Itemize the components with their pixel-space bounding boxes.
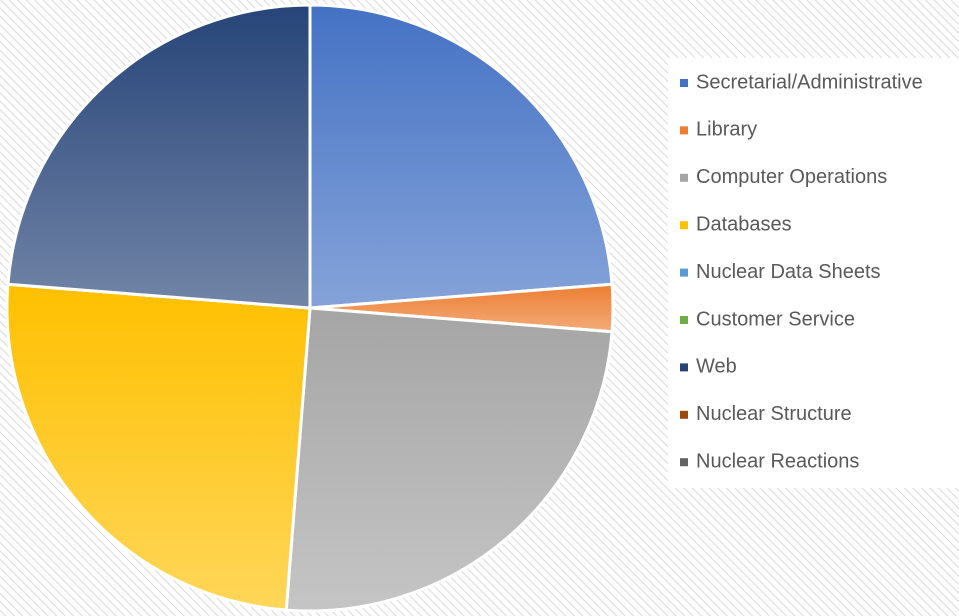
legend-label: Nuclear Data Sheets <box>696 261 881 283</box>
legend-label: Nuclear Reactions <box>696 450 859 472</box>
legend-label: Secretarial/Administrative <box>696 71 923 93</box>
pie <box>5 3 615 613</box>
legend-label: Web <box>696 356 737 378</box>
legend-swatch <box>680 221 688 230</box>
legend-swatch <box>680 458 688 467</box>
legend: Secretarial/Administrative Library Compute… <box>680 71 923 472</box>
legend-swatch <box>680 173 688 182</box>
pie-slice <box>308 3 614 310</box>
legend-label: Databases <box>696 213 792 235</box>
pie-slice <box>6 3 312 310</box>
pie-slice <box>284 306 614 613</box>
legend-swatch <box>680 268 688 277</box>
legend-swatch <box>680 126 688 135</box>
legend-swatch <box>680 363 688 372</box>
legend-label: Nuclear Structure <box>696 403 852 425</box>
legend-swatch <box>680 316 688 324</box>
legend-label: Library <box>696 119 757 141</box>
legend-box <box>668 58 959 488</box>
legend-label: Customer Service <box>696 308 855 330</box>
legend-swatch <box>680 410 688 419</box>
pie-slice <box>5 282 312 612</box>
legend-swatch <box>680 79 688 87</box>
legend-label: Computer Operations <box>696 166 887 188</box>
